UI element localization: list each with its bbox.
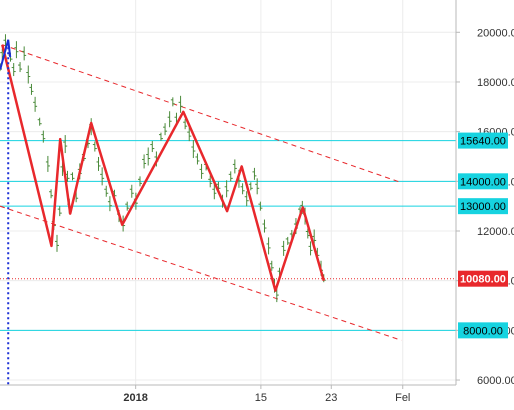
x-tick-label: Fel [395, 392, 410, 404]
level-label-box [458, 173, 508, 190]
y-tick-label: 6000.00 [477, 375, 514, 387]
level-labels: 15640.00 14000.00 13000.00 8000.00 10080.00 [458, 132, 508, 339]
level-label: 15640.00 [460, 136, 506, 148]
y-tick-label: 12000.00 [477, 226, 514, 238]
zigzag-line [1, 44, 326, 292]
horizontal-levels [0, 140, 456, 331]
x-tick-label: 23 [325, 392, 337, 404]
price-series [0, 34, 326, 303]
y-tick-label: 18000.00 [477, 77, 514, 89]
channel-line [2, 44, 402, 184]
x-tick-label: 15 [255, 392, 267, 404]
channel-line [0, 205, 402, 341]
level-label-box [458, 132, 508, 149]
level-label-box [458, 198, 508, 215]
level-label: 10080.00 [460, 274, 506, 286]
vertical-marker [0, 39, 12, 385]
level-label-box [458, 322, 508, 339]
x-tick-label: 2018 [123, 392, 147, 404]
level-label: 8000.00 [463, 325, 503, 337]
level-label: 13000.00 [460, 201, 506, 213]
y-tick-label: 20000.00 [477, 27, 514, 39]
level-label-box [458, 270, 508, 287]
level-label: 14000.00 [460, 176, 506, 188]
marker-arrow [0, 39, 12, 70]
channel-lines [0, 44, 402, 341]
zigzag-series [1, 44, 326, 292]
